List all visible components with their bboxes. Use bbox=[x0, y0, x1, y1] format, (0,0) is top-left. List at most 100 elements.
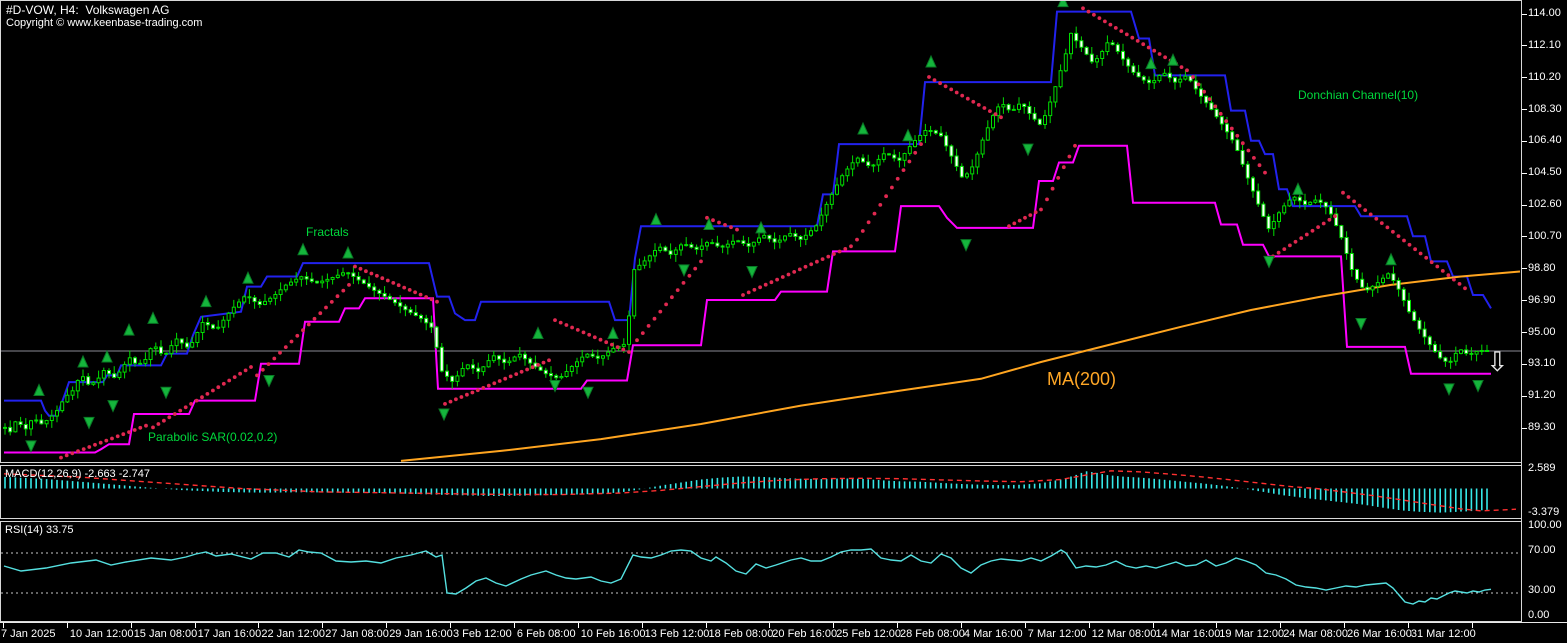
price-axis-tick bbox=[1522, 45, 1527, 47]
price-axis-tick bbox=[1522, 395, 1527, 397]
price-axis-tick bbox=[1522, 427, 1527, 429]
scroll-down-arrow-icon[interactable]: ⇩ bbox=[1486, 347, 1509, 377]
time-axis-label: 31 Mar 12:00 bbox=[1410, 628, 1476, 640]
rsi-value: 33.75 bbox=[45, 524, 74, 536]
donchian-label: Donchian Channel(10) bbox=[1298, 88, 1419, 102]
time-axis-tick bbox=[258, 623, 260, 628]
price-axis-label: 96.90 bbox=[1528, 293, 1556, 306]
rsi-label: RSI(14) 33.75 bbox=[5, 524, 74, 536]
time-axis-label: 17 Jan 16:00 bbox=[197, 628, 262, 640]
macd-canvas bbox=[3, 470, 1517, 513]
time-axis-tick bbox=[1407, 623, 1409, 628]
time-axis-tick bbox=[1344, 623, 1346, 628]
time-axis-tick bbox=[641, 623, 643, 628]
price-axis-label: 114.00 bbox=[1528, 7, 1561, 19]
time-axis-tick bbox=[322, 623, 324, 628]
price-axis-label: 93.10 bbox=[1528, 357, 1556, 370]
price-axis[interactable]: 114.00 112.10 110.20 108.30 106.40 104.50 102.… bbox=[1521, 0, 1567, 622]
price-axis-label: 100.70 bbox=[1528, 229, 1562, 242]
time-axis-label: 3 Feb 12:00 bbox=[453, 628, 512, 640]
rsi-panel[interactable]: RSI(14) 33.75 bbox=[0, 521, 1522, 622]
ma200-label: MA(200) bbox=[1047, 369, 1117, 389]
time-axis-tick bbox=[1280, 623, 1282, 628]
price-axis-tick bbox=[1522, 204, 1527, 206]
time-axis-label: 4 Mar 16:00 bbox=[963, 628, 1023, 640]
rsi-scale-0: 0.00 bbox=[1528, 609, 1550, 621]
price-axis-label: 112.10 bbox=[1528, 38, 1561, 51]
time-axis-tick bbox=[705, 623, 707, 628]
time-axis-tick bbox=[194, 623, 196, 628]
price-axis-label: 108.30 bbox=[1528, 102, 1562, 115]
rsi-scale-100: 100.00 bbox=[1528, 519, 1562, 531]
chart-copyright: Copyright © www.keenbase-trading.com bbox=[6, 17, 203, 29]
price-axis-tick bbox=[1522, 77, 1527, 79]
time-axis-label: 29 Jan 16:00 bbox=[389, 628, 453, 640]
time-axis-label: 14 Mar 16:00 bbox=[1155, 628, 1221, 640]
time-axis-tick bbox=[386, 623, 388, 628]
price-axis-label: 106.40 bbox=[1528, 134, 1562, 147]
time-axis-label: 20 Feb 16:00 bbox=[772, 628, 838, 640]
time-axis-label: 10 Jan 12:00 bbox=[69, 628, 134, 640]
time-axis-label: 24 Mar 08:00 bbox=[1283, 628, 1349, 640]
time-axis-label: 26 Mar 16:00 bbox=[1347, 628, 1412, 640]
rsi-scale-30: 30.00 bbox=[1528, 584, 1556, 596]
price-axis-label: 110.20 bbox=[1528, 70, 1561, 83]
time-axis-tick bbox=[1471, 623, 1473, 628]
time-axis-label: 25 Feb 12:00 bbox=[836, 628, 902, 640]
price-chart-panel[interactable]: #D-VOW, H4: Volkswagen AG Copyright © ww… bbox=[0, 0, 1522, 463]
price-chart-canvas bbox=[1, 1, 1521, 462]
fractals-label: Fractals bbox=[306, 225, 349, 239]
time-axis-label: 28 Feb 08:00 bbox=[900, 628, 965, 640]
price-axis-tick bbox=[1522, 172, 1527, 174]
time-axis-tick bbox=[577, 623, 579, 628]
price-axis-tick bbox=[1522, 236, 1527, 238]
time-axis-tick bbox=[1024, 623, 1026, 628]
price-axis-label: 89.30 bbox=[1528, 421, 1556, 434]
price-axis-label: 104.50 bbox=[1528, 166, 1562, 179]
time-axis-tick bbox=[450, 623, 451, 628]
time-axis-label: 13 Feb 12:00 bbox=[644, 628, 710, 640]
parabolic-sar-label: Parabolic SAR(0.02,0.2) bbox=[148, 430, 278, 444]
time-axis-label: 10 Feb 16:00 bbox=[580, 628, 646, 640]
price-axis-label: 95.00 bbox=[1528, 325, 1556, 338]
time-axis-label: 7 Mar 12:00 bbox=[1027, 628, 1087, 640]
time-axis-tick bbox=[513, 623, 515, 628]
macd-signal-value: -2.747 bbox=[118, 468, 150, 480]
time-axis-label: 22 Jan 12:00 bbox=[261, 628, 326, 640]
time-axis-tick bbox=[897, 623, 898, 628]
rsi-scale-70: 70.00 bbox=[1528, 544, 1556, 556]
price-axis-tick bbox=[1522, 268, 1527, 270]
time-axis-label: 6 Feb 08:00 bbox=[516, 628, 576, 640]
time-axis-tick bbox=[1216, 623, 1218, 628]
time-axis-label: 18 Feb 08:00 bbox=[708, 628, 774, 640]
price-axis-label: 98.80 bbox=[1528, 261, 1556, 274]
time-axis-tick bbox=[1088, 623, 1090, 628]
time-axis-tick bbox=[960, 623, 962, 628]
time-axis-label: 15 Jan 08:00 bbox=[133, 628, 198, 640]
price-axis-tick bbox=[1522, 300, 1527, 302]
time-axis-tick bbox=[833, 623, 835, 628]
macd-main-value: -2.663 bbox=[84, 468, 116, 480]
rsi-canvas bbox=[1, 548, 1521, 605]
chart-title: #D-VOW, H4: Volkswagen AG bbox=[6, 3, 170, 17]
price-axis-tick bbox=[1522, 332, 1527, 333]
time-axis-label: 19 Mar 12:00 bbox=[1219, 628, 1285, 640]
time-axis-tick bbox=[769, 623, 771, 628]
time-axis[interactable]: 7 Jan 2025 10 Jan 12:00 15 Jan 08:00 17 Jan… bbox=[0, 622, 1567, 643]
time-axis-tick bbox=[66, 623, 68, 628]
price-axis-tick bbox=[1522, 13, 1527, 15]
price-axis-label: 102.60 bbox=[1528, 198, 1562, 211]
price-axis-tick bbox=[1522, 140, 1527, 142]
macd-scale-top: 2.589 bbox=[1528, 462, 1556, 474]
time-axis-tick bbox=[3, 623, 4, 628]
time-axis-label: 7 Jan 2025 bbox=[1, 628, 56, 640]
price-axis-tick bbox=[1522, 363, 1527, 365]
time-axis-label: 12 Mar 08:00 bbox=[1091, 628, 1157, 640]
time-axis-label: 27 Jan 08:00 bbox=[325, 628, 389, 640]
macd-panel[interactable]: MACD(12,26,9) -2.663 -2.747 bbox=[0, 465, 1522, 519]
price-axis-label: 91.20 bbox=[1528, 389, 1556, 402]
time-axis-tick bbox=[1152, 623, 1154, 628]
macd-label: MACD(12,26,9) -2.663 -2.747 bbox=[5, 468, 150, 480]
time-axis-tick bbox=[130, 623, 132, 628]
